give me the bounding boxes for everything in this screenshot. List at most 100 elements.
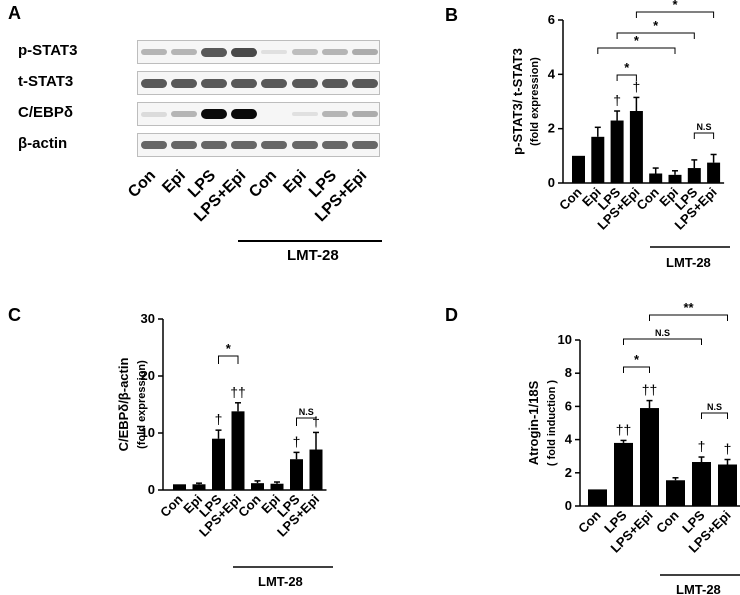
bracket-label: N.S [696, 122, 711, 132]
group-label: LMT-28 [258, 574, 303, 589]
significance-mark: † [633, 78, 641, 94]
y-tick-label: 4 [565, 432, 573, 447]
blot-band [352, 141, 378, 149]
bar [640, 408, 659, 506]
y-tick-label: 20 [141, 368, 155, 383]
y-tick-label: 2 [565, 465, 572, 480]
comparison-bracket [296, 417, 317, 426]
blot-group-label: LMT-28 [287, 247, 339, 264]
comparison-bracket [616, 74, 637, 81]
blot-band [201, 47, 227, 57]
y-axis-sublabel: (fold expression) [136, 360, 148, 449]
y-tick-label: 10 [558, 332, 572, 347]
category-label: Con [653, 507, 682, 536]
blot-band [261, 78, 287, 88]
bar [290, 459, 303, 490]
blot-band [322, 141, 348, 149]
bar [173, 484, 186, 490]
blot-band [201, 109, 227, 119]
blot-band [231, 47, 257, 57]
bracket-label: * [226, 341, 232, 356]
blot-band [141, 49, 167, 55]
y-axis-sublabel: ( fold induction ) [546, 380, 558, 466]
blot-band [201, 141, 227, 149]
bar [591, 136, 605, 183]
blot-band [292, 112, 318, 116]
y-axis-label: Atrogin-1/18S [526, 380, 541, 465]
blot-band [292, 78, 318, 88]
blot-band [292, 49, 318, 55]
bracket-label: N.S [299, 407, 314, 417]
bracket-label: N.S [707, 402, 722, 412]
y-tick-label: 8 [565, 365, 572, 380]
significance-mark: † [613, 92, 621, 108]
group-label: LMT-28 [676, 582, 721, 595]
comparison-bracket [701, 412, 728, 419]
blot-band [141, 111, 167, 117]
panel-letter-b: B [445, 5, 458, 25]
y-tick-label: 4 [548, 66, 556, 81]
comparison-bracket [623, 366, 650, 373]
blot-band [352, 78, 378, 88]
comparison-bracket [218, 355, 239, 364]
bracket-label: * [634, 33, 640, 48]
group-label: LMT-28 [666, 255, 711, 270]
bar [588, 489, 607, 506]
comparison-bracket [635, 11, 715, 18]
panel-letter-d: D [445, 305, 458, 325]
significance-mark: †† [230, 384, 246, 400]
bar [231, 411, 245, 490]
blot-band [292, 141, 318, 149]
y-tick-label: 0 [565, 498, 572, 513]
y-tick-label: 0 [548, 175, 555, 190]
comparison-bracket [616, 32, 695, 39]
bracket-label: * [634, 352, 640, 367]
bar [692, 462, 711, 506]
bar [610, 120, 624, 183]
bar [192, 484, 206, 490]
y-tick-label: 0 [148, 482, 155, 497]
bar [649, 173, 663, 183]
bar [629, 111, 643, 183]
blot-band [171, 78, 197, 88]
bar [666, 480, 685, 506]
blot-band [201, 78, 227, 88]
y-tick-label: 2 [548, 121, 555, 136]
significance-mark: † [215, 411, 223, 427]
y-tick-label: 6 [565, 398, 572, 413]
blot-band [141, 141, 167, 149]
blot-band [322, 49, 348, 55]
bracket-label: * [624, 60, 630, 75]
category-label: Con [575, 507, 604, 536]
blot-band [171, 141, 197, 149]
y-tick-label: 10 [141, 425, 155, 440]
blot-band [322, 111, 348, 117]
panel-letter-c: C [8, 305, 21, 325]
y-axis-label: p-STAT3/ t-STAT3 [510, 48, 525, 155]
bar [251, 483, 264, 490]
bracket-label: N.S [655, 328, 670, 338]
bar [572, 155, 585, 183]
blot-row-label: t-STAT3 [18, 73, 74, 90]
comparison-bracket [693, 132, 715, 139]
blot-band [231, 141, 257, 149]
blot-band [352, 111, 378, 117]
blot-row-label: β-actin [18, 135, 68, 152]
significance-mark: † [698, 438, 706, 454]
blot-group-line [238, 240, 382, 242]
significance-mark: †† [642, 382, 658, 398]
y-tick-label: 6 [548, 12, 555, 27]
bar [687, 168, 701, 183]
chart-d: 0 2 4 6 8 10 Atrogin-1/18S ( fold induction ) Co… [526, 300, 740, 595]
bar [707, 162, 721, 183]
comparison-bracket [649, 314, 728, 321]
bar [614, 442, 633, 506]
blot-band [171, 49, 197, 55]
bracket-label: ** [683, 300, 694, 315]
blot-band [231, 109, 257, 119]
blot-band [352, 49, 378, 55]
blot-band [261, 50, 287, 54]
